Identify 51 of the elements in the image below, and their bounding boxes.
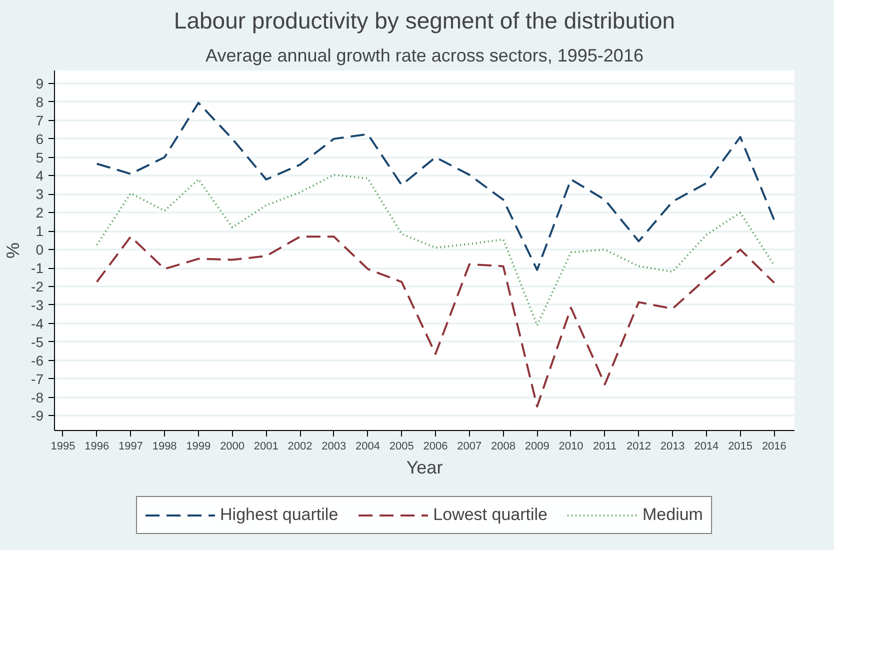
y-tick-label: 3 bbox=[36, 186, 44, 202]
y-tick-label: -6 bbox=[31, 352, 44, 368]
y-tick-label: -7 bbox=[31, 370, 44, 387]
x-tick-label: 2011 bbox=[593, 440, 617, 452]
y-tick-label: -4 bbox=[31, 315, 44, 332]
x-tick-label: 1996 bbox=[84, 440, 110, 452]
chart-subtitle: Average annual growth rate across sectors, 1995-2016 bbox=[206, 46, 644, 66]
y-tick-label: -2 bbox=[31, 278, 44, 294]
y-tick-label: 4 bbox=[36, 168, 44, 184]
x-tick-label: 2014 bbox=[694, 440, 719, 452]
y-tick-label: -1 bbox=[31, 260, 44, 276]
x-tick-label: 2016 bbox=[762, 440, 786, 452]
y-tick-label: -9 bbox=[31, 408, 44, 424]
x-tick-label: 2015 bbox=[728, 440, 753, 452]
x-tick-label: 2010 bbox=[558, 440, 584, 452]
line-series bbox=[96, 236, 776, 408]
y-tick-label: -5 bbox=[31, 334, 44, 350]
x-tick-label: 2007 bbox=[457, 440, 482, 452]
x-tick-label: 2012 bbox=[626, 440, 651, 452]
legend-label: Highest quartile bbox=[220, 505, 338, 525]
x-tick-label: 2003 bbox=[322, 440, 346, 452]
y-tick-label: 6 bbox=[36, 130, 44, 147]
x-axis-title: Year bbox=[406, 458, 443, 478]
y-tick-label: 8 bbox=[36, 94, 44, 110]
x-tick-label: 1998 bbox=[152, 440, 177, 452]
x-tick-label: 1997 bbox=[118, 440, 143, 452]
x-tick-label: 2008 bbox=[491, 440, 516, 452]
x-tick-label: 2009 bbox=[524, 440, 550, 452]
x-tick-label: 1995 bbox=[50, 440, 76, 452]
y-tick-label: 7 bbox=[36, 112, 44, 128]
x-tick-label: 2001 bbox=[254, 440, 278, 452]
x-tick-label: 2004 bbox=[356, 440, 380, 452]
y-axis-title: % bbox=[3, 242, 24, 258]
x-tick-label: 2002 bbox=[288, 440, 312, 452]
y-tick-label: 1 bbox=[36, 223, 44, 240]
y-tick-label: -8 bbox=[31, 389, 44, 406]
y-tick-label: 0 bbox=[36, 242, 44, 258]
line-series bbox=[96, 102, 776, 271]
x-tick-label: 2013 bbox=[660, 440, 685, 452]
legend-label: Lowest quartile bbox=[433, 505, 548, 525]
y-tick-label: 9 bbox=[36, 75, 44, 92]
x-tick-label: 2005 bbox=[389, 440, 414, 452]
chart-title: Labour productivity by segment of the distribution bbox=[174, 8, 676, 34]
x-tick-label: 1999 bbox=[186, 440, 211, 452]
x-tick-label: 2000 bbox=[220, 440, 245, 452]
y-tick-label: 5 bbox=[36, 149, 44, 166]
line-series bbox=[96, 174, 776, 326]
y-tick-label: -3 bbox=[31, 296, 44, 313]
y-tick-label: 2 bbox=[36, 204, 44, 221]
x-tick-label: 2006 bbox=[423, 440, 448, 452]
legend-label: Medium bbox=[642, 505, 703, 525]
